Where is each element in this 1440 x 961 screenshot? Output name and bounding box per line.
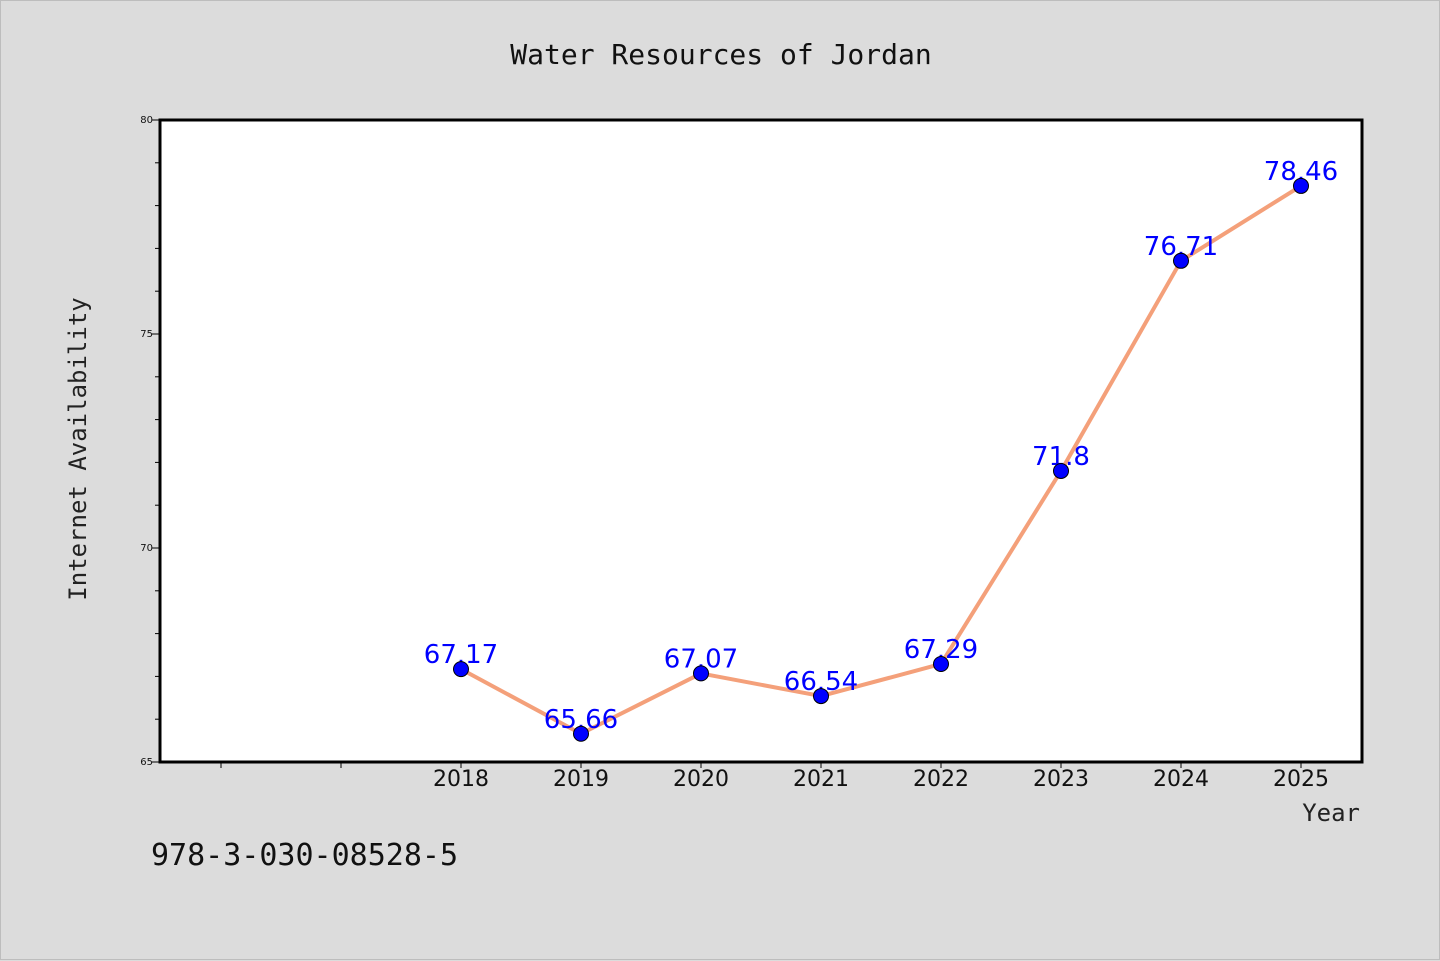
y-tick-label: 75 <box>140 329 153 340</box>
x-axis-label: Year <box>1302 799 1360 827</box>
data-point <box>933 655 949 672</box>
y-tick-label: 80 <box>140 115 153 126</box>
data-point <box>693 665 709 682</box>
data-point <box>813 688 829 705</box>
data-point <box>453 661 469 678</box>
x-axis-ticks: 2018 2019 2020 2021 2022 2023 2024 2025 <box>220 762 1329 792</box>
data-point <box>1173 252 1189 269</box>
x-tick-label: 2025 <box>1273 767 1329 792</box>
y-axis-label: Internet Availability <box>64 297 92 600</box>
y-tick-label: 65 <box>140 757 153 768</box>
x-tick-label: 2020 <box>673 767 729 792</box>
y-tick-label: 70 <box>140 543 153 554</box>
x-tick-label: 2023 <box>1033 767 1089 792</box>
plot-area <box>158 118 1364 764</box>
x-tick-label: 2021 <box>793 767 849 792</box>
y-axis-ticks: 65 70 75 80 <box>140 115 160 768</box>
data-point <box>573 725 589 742</box>
data-point <box>1293 177 1309 194</box>
isbn-text: 978-3-030-08528-5 <box>151 838 458 873</box>
x-tick-label: 2024 <box>1153 767 1209 792</box>
x-tick-label: 2019 <box>553 767 609 792</box>
series-line <box>460 184 1303 736</box>
x-tick-label: 2018 <box>433 767 489 792</box>
x-tick-label: 2022 <box>913 767 969 792</box>
data-point <box>1053 462 1069 479</box>
chart-title: Water Resources of Jordan <box>510 38 931 71</box>
